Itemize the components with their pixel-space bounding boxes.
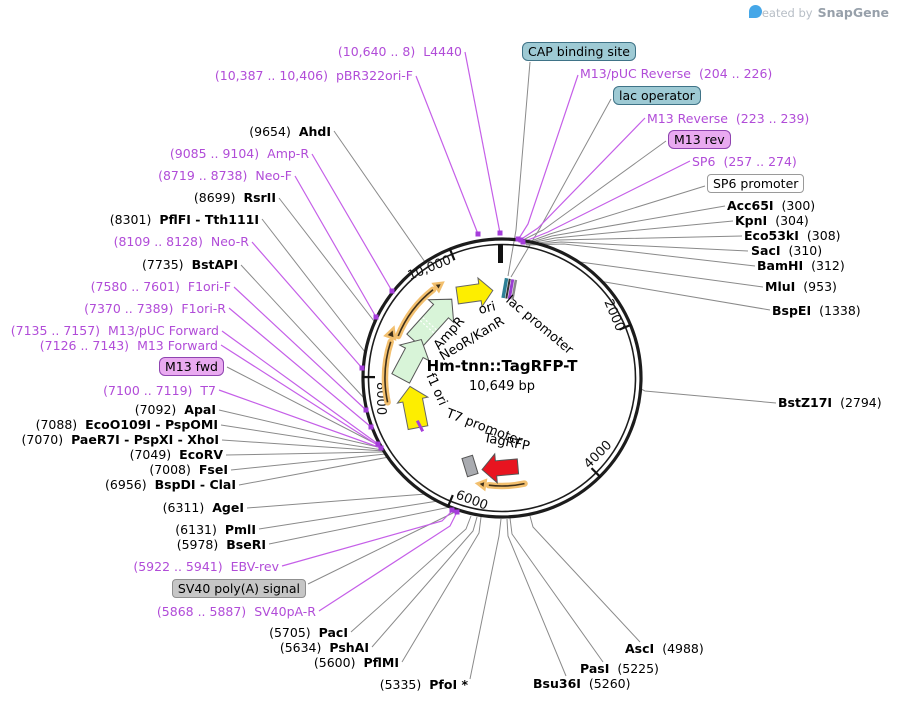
callout-m13-puc-reverse[interactable]: M13/pUC Reverse (204 .. 226): [580, 66, 773, 81]
watermark: Created by SnapGene: [749, 5, 889, 20]
callout-pfoi[interactable]: (5335) PfoI *: [379, 677, 468, 692]
callout-acc65i[interactable]: Acc65I (300): [727, 198, 816, 213]
callout-pbr322ori-f[interactable]: (10,387 .. 10,406) pBR322ori-F: [214, 68, 413, 83]
callout-sv40-polya-box[interactable]: SV40 poly(A) signal: [171, 579, 306, 598]
tagrfp-feature-arrow[interactable]: [481, 452, 520, 484]
callout-bspdi-clai[interactable]: (6956) BspDI - ClaI: [105, 477, 236, 492]
callout-eco53ki[interactable]: Eco53kI (308): [744, 228, 841, 243]
watermark-brand: SnapGene: [817, 5, 889, 20]
primer-site-marks: [359, 230, 526, 515]
callout-asci[interactable]: AscI (4988): [625, 641, 704, 656]
callout-pflfi-tth111i[interactable]: (8301) PflFI - Tth111I: [109, 212, 259, 227]
ori-label: ori: [477, 299, 497, 318]
callout-bspei[interactable]: BspEI (1338): [772, 303, 861, 318]
neor-kanr-feature-arrow[interactable]: [386, 332, 436, 386]
callout-bstapi[interactable]: (7735) BstAPI: [141, 257, 238, 272]
callout-paer7i-pspxi-xhoi[interactable]: (7070) PaeR7I - PspXI - XhoI: [21, 432, 219, 447]
callout-neo-r[interactable]: (8109 .. 8128) Neo-R: [113, 234, 249, 249]
callout-bamhi[interactable]: BamHI (312): [757, 258, 845, 273]
tick-label-2000: 2000: [600, 297, 627, 333]
tick-label-10000: 10,000: [406, 253, 454, 284]
callout-fsei[interactable]: (7008) FseI: [149, 462, 228, 477]
callout-m13-forward[interactable]: (7126 .. 7143) M13 Forward: [39, 338, 218, 353]
ring-ticks: [361, 247, 632, 508]
callout-bsu36i[interactable]: Bsu36I (5260): [533, 676, 631, 691]
t7-promoter-feature-box[interactable]: [461, 454, 479, 478]
callout-ecorv[interactable]: (7049) EcoRV: [129, 447, 223, 462]
callout-bstz17i[interactable]: BstZ17I (2794): [778, 395, 882, 410]
plasmid-name: Hm-tnn::TagRFP-T: [426, 357, 578, 375]
callout-m13-fwd-box[interactable]: M13 fwd: [158, 357, 224, 376]
callout-mlui[interactable]: MluI (953): [765, 279, 837, 294]
callout-f1ori-f[interactable]: (7580 .. 7601) F1ori-F: [90, 279, 231, 294]
orf-arc-neor: [394, 281, 445, 340]
callout-agei[interactable]: (6311) AgeI: [162, 500, 244, 515]
callout-sp6-promoter-box[interactable]: SP6 promoter: [707, 174, 805, 193]
primer-callout-lines: [218, 51, 691, 612]
callout-m13-puc-forward[interactable]: (7135 .. 7157) M13/pUC Forward: [10, 323, 219, 338]
callout-cap-binding-site-box[interactable]: CAP binding site: [522, 42, 636, 61]
callout-l4440[interactable]: (10,640 .. 8) L4440: [337, 44, 462, 59]
callout-m13-reverse[interactable]: M13 Reverse (223 .. 239): [647, 111, 810, 126]
ori-feature-arrow[interactable]: [455, 276, 495, 310]
watermark-prefix: Created by: [749, 5, 813, 20]
callout-apai[interactable]: (7092) ApaI: [134, 402, 216, 417]
plasmid-size: 10,649 bp: [468, 379, 536, 394]
callout-f1ori-r[interactable]: (7370 .. 7389) F1ori-R: [84, 301, 226, 316]
snapgene-logo-icon: [749, 5, 763, 18]
callout-saci[interactable]: SacI (310): [751, 243, 823, 258]
callout-rsrii[interactable]: (8699) RsrII: [193, 190, 276, 205]
ampr-feature-arrow[interactable]: [402, 288, 465, 352]
orf-arc-tagrfp: [474, 478, 528, 492]
callout-pasi[interactable]: PasI (5225): [580, 661, 659, 676]
f1-ori-feature-arrow[interactable]: [395, 383, 433, 431]
enzyme-callout-lines: [218, 61, 777, 680]
callout-ebv-rev[interactable]: (5922 .. 5941) EBV-rev: [133, 559, 279, 574]
callout-kpni[interactable]: KpnI (304): [735, 213, 809, 228]
callout-lac-operator-box[interactable]: lac operator: [613, 86, 701, 105]
callout-amp-r[interactable]: (9085 .. 9104) Amp-R: [169, 146, 309, 161]
callout-pflmi[interactable]: (5600) PflMI: [313, 655, 399, 670]
callout-bseri[interactable]: (5978) BseRI: [176, 537, 266, 552]
callout-neo-f[interactable]: (8719 .. 8738) Neo-F: [158, 168, 292, 183]
orf-arc-ampr: [381, 325, 397, 406]
callout-pmli[interactable]: (6131) PmlI: [175, 522, 256, 537]
callout-ahdi[interactable]: (9654) AhdI: [249, 124, 331, 139]
callout-m13-rev-box[interactable]: M13 rev: [668, 130, 731, 149]
mcs-feature-block[interactable]: [501, 277, 518, 300]
callout-t7-primer[interactable]: (7100 .. 7119) T7: [103, 383, 216, 398]
callout-paci[interactable]: (5705) PacI: [269, 625, 348, 640]
primer-dash-mark: [415, 419, 425, 433]
callout-sp6-primer[interactable]: SP6 (257 .. 274): [692, 154, 797, 169]
lac-promoter-label: lac promoter: [503, 293, 577, 358]
callout-ecoo109i-pspomi[interactable]: (7088) EcoO109I - PspOMI: [35, 417, 218, 432]
callout-sv40pa-r[interactable]: (5868 .. 5887) SV40pA-R: [156, 604, 316, 619]
callout-pshai[interactable]: (5634) PshAI: [279, 640, 369, 655]
